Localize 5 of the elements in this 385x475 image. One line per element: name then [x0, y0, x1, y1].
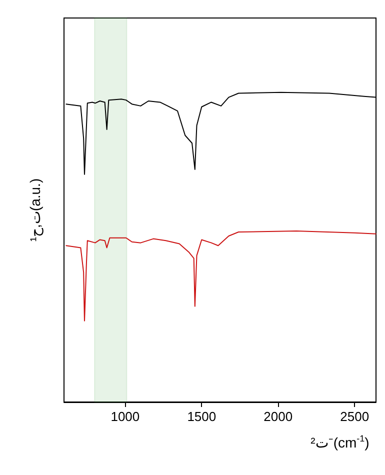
x-tick-label: 1000 [110, 409, 140, 424]
x-tick-label: 2000 [264, 409, 293, 424]
y-axis-title: ت,ح¹(a.u.) [27, 178, 44, 242]
x-tick-label: 1500 [187, 409, 216, 424]
x-tick-label: 2500 [340, 409, 370, 424]
